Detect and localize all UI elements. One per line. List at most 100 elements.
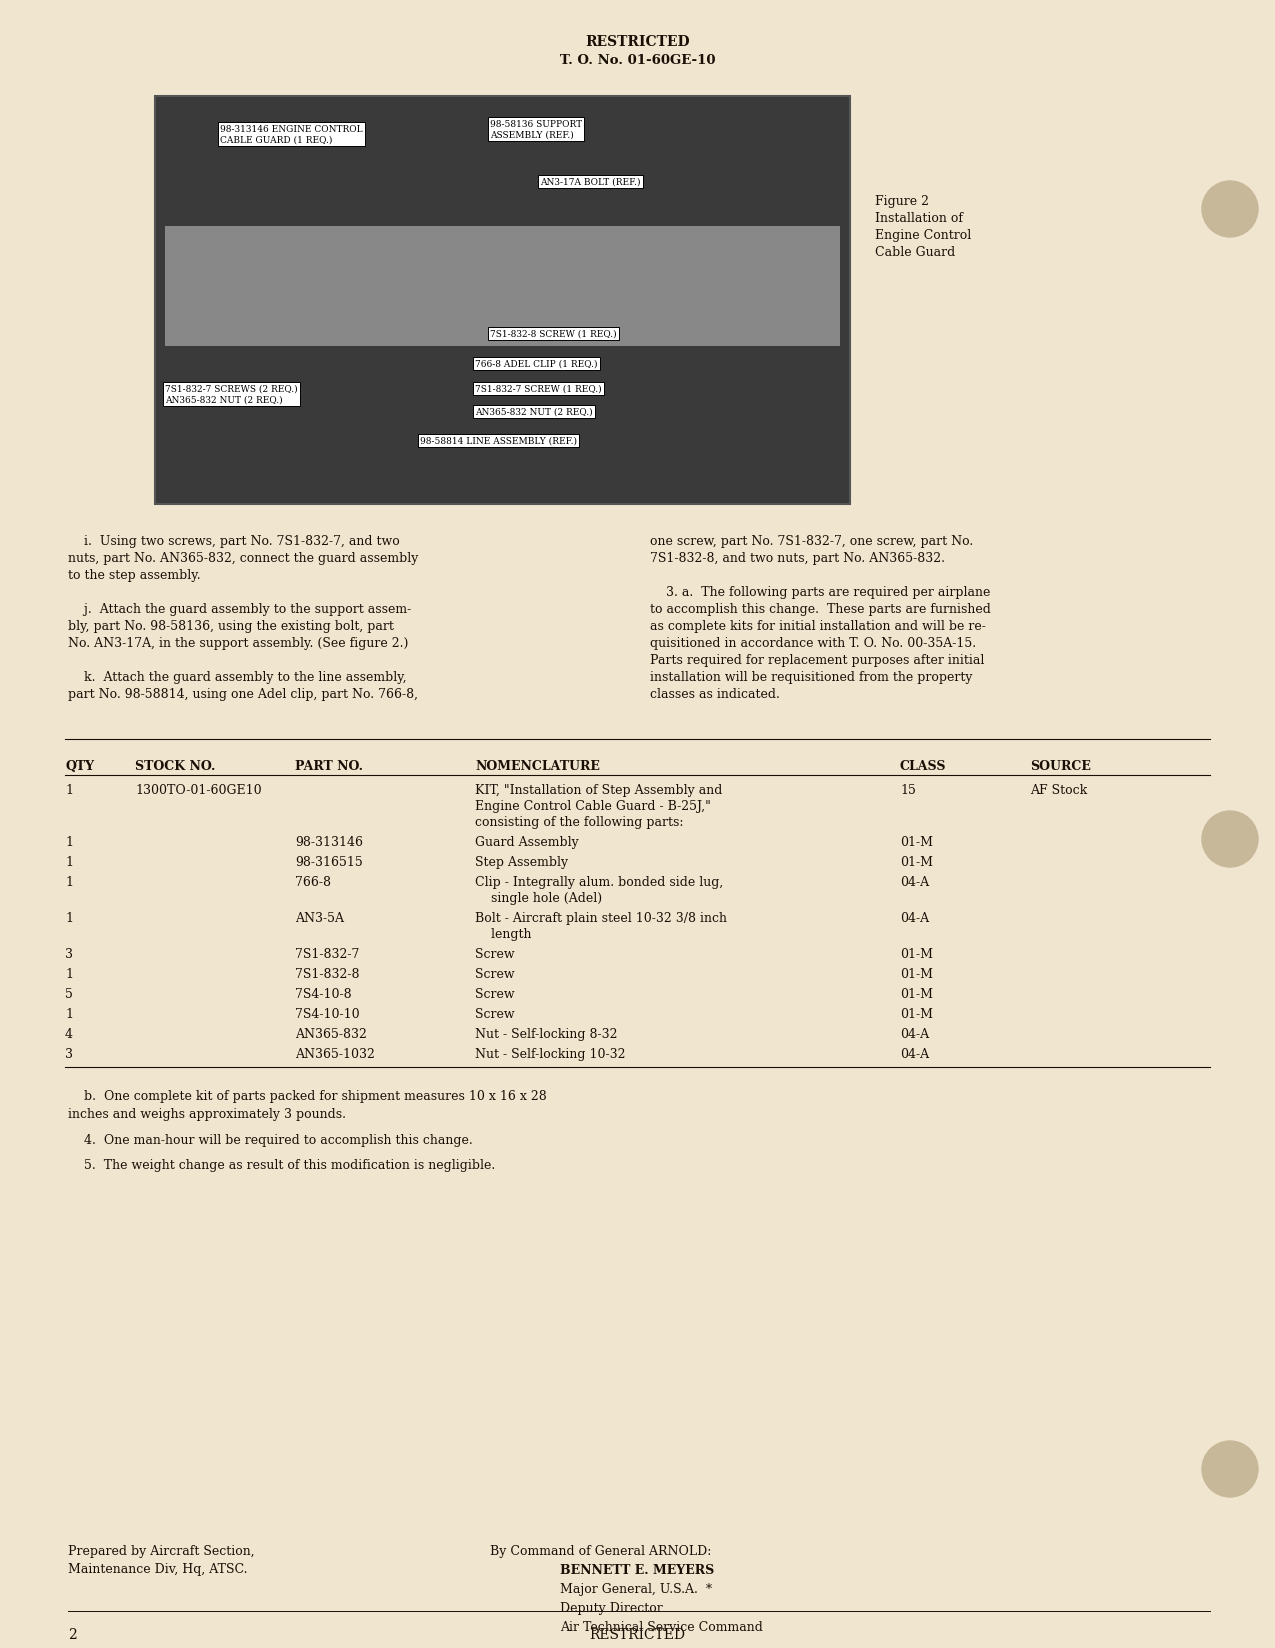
Text: 1300TO-01-60GE10: 1300TO-01-60GE10 <box>135 783 261 796</box>
Text: 7S1-832-8, and two nuts, part No. AN365-832.: 7S1-832-8, and two nuts, part No. AN365-… <box>650 552 945 565</box>
Text: 1: 1 <box>65 967 73 981</box>
Text: 1: 1 <box>65 875 73 888</box>
Text: 98-316515: 98-316515 <box>295 855 363 868</box>
Text: 7S1-832-8 SCREW (1 REQ.): 7S1-832-8 SCREW (1 REQ.) <box>490 330 617 339</box>
Text: Clip - Integrally alum. bonded side lug,: Clip - Integrally alum. bonded side lug, <box>476 875 723 888</box>
Circle shape <box>1202 1440 1258 1496</box>
Text: 766-8: 766-8 <box>295 875 332 888</box>
Text: Nut - Self-locking 10-32: Nut - Self-locking 10-32 <box>476 1048 626 1060</box>
Text: 1: 1 <box>65 783 73 796</box>
Text: 98-58814 LINE ASSEMBLY (REF.): 98-58814 LINE ASSEMBLY (REF.) <box>419 437 578 445</box>
Text: quisitioned in accordance with T. O. No. 00-35A-15.: quisitioned in accordance with T. O. No.… <box>650 636 977 649</box>
Text: 01-M: 01-M <box>900 948 933 961</box>
Text: 98-313146 ENGINE CONTROL
CABLE GUARD (1 REQ.): 98-313146 ENGINE CONTROL CABLE GUARD (1 … <box>221 125 362 145</box>
Text: Engine Control: Engine Control <box>875 229 972 242</box>
Text: AN365-1032: AN365-1032 <box>295 1048 375 1060</box>
Text: 1: 1 <box>65 836 73 849</box>
Text: RESTRICTED: RESTRICTED <box>589 1627 686 1641</box>
Text: inches and weighs approximately 3 pounds.: inches and weighs approximately 3 pounds… <box>68 1107 346 1121</box>
Text: Screw: Screw <box>476 967 515 981</box>
Text: CLASS: CLASS <box>900 760 946 773</box>
Text: AF Stock: AF Stock <box>1030 783 1088 796</box>
Text: AN3-5A: AN3-5A <box>295 911 344 925</box>
Text: 7S1-832-8: 7S1-832-8 <box>295 967 360 981</box>
Text: 04-A: 04-A <box>900 875 929 888</box>
Text: Installation of: Installation of <box>875 213 963 224</box>
Text: single hole (Adel): single hole (Adel) <box>476 892 602 905</box>
Text: 7S1-832-7: 7S1-832-7 <box>295 948 360 961</box>
Text: SOURCE: SOURCE <box>1030 760 1091 773</box>
Text: Screw: Screw <box>476 1007 515 1020</box>
Text: Major General, U.S.A.  *: Major General, U.S.A. * <box>560 1582 713 1595</box>
Text: 5.  The weight change as result of this modification is negligible.: 5. The weight change as result of this m… <box>68 1159 495 1172</box>
Text: 2: 2 <box>68 1627 76 1641</box>
Text: 7S1-832-7 SCREWS (2 REQ.)
AN365-832 NUT (2 REQ.): 7S1-832-7 SCREWS (2 REQ.) AN365-832 NUT … <box>164 384 297 404</box>
Text: 3: 3 <box>65 1048 73 1060</box>
Text: to the step assembly.: to the step assembly. <box>68 569 200 582</box>
Bar <box>156 97 850 504</box>
Text: Maintenance Div, Hq, ATSC.: Maintenance Div, Hq, ATSC. <box>68 1562 247 1575</box>
Text: AN365-832: AN365-832 <box>295 1027 367 1040</box>
Text: 5: 5 <box>65 987 73 1000</box>
Text: Air Technical Service Command: Air Technical Service Command <box>560 1620 762 1633</box>
Text: STOCK NO.: STOCK NO. <box>135 760 215 773</box>
Text: T. O. No. 01-60GE-10: T. O. No. 01-60GE-10 <box>560 53 715 66</box>
Text: 4.  One man-hour will be required to accomplish this change.: 4. One man-hour will be required to acco… <box>68 1134 473 1147</box>
Text: 1: 1 <box>65 855 73 868</box>
Text: 1: 1 <box>65 1007 73 1020</box>
Text: 04-A: 04-A <box>900 1027 929 1040</box>
Text: 04-A: 04-A <box>900 911 929 925</box>
Text: 01-M: 01-M <box>900 967 933 981</box>
Text: 4: 4 <box>65 1027 73 1040</box>
Text: i.  Using two screws, part No. 7S1-832-7, and two: i. Using two screws, part No. 7S1-832-7,… <box>68 534 400 547</box>
Text: NOMENCLATURE: NOMENCLATURE <box>476 760 599 773</box>
Text: part No. 98-58814, using one Adel clip, part No. 766-8,: part No. 98-58814, using one Adel clip, … <box>68 687 418 700</box>
Text: KIT, "Installation of Step Assembly and: KIT, "Installation of Step Assembly and <box>476 783 723 796</box>
Text: length: length <box>476 928 532 941</box>
Text: 01-M: 01-M <box>900 836 933 849</box>
Text: consisting of the following parts:: consisting of the following parts: <box>476 816 683 829</box>
Text: PART NO.: PART NO. <box>295 760 363 773</box>
Text: 3: 3 <box>65 948 73 961</box>
Text: Screw: Screw <box>476 987 515 1000</box>
Text: bly, part No. 98-58136, using the existing bolt, part: bly, part No. 98-58136, using the existi… <box>68 620 394 633</box>
Text: By Command of General ARNOLD:: By Command of General ARNOLD: <box>490 1544 711 1557</box>
Text: classes as indicated.: classes as indicated. <box>650 687 780 700</box>
Text: b.  One complete kit of parts packed for shipment measures 10 x 16 x 28: b. One complete kit of parts packed for … <box>68 1089 547 1103</box>
Text: 01-M: 01-M <box>900 987 933 1000</box>
Text: BENNETT E. MEYERS: BENNETT E. MEYERS <box>560 1562 714 1575</box>
Text: 7S4-10-8: 7S4-10-8 <box>295 987 352 1000</box>
Text: AN365-832 NUT (2 REQ.): AN365-832 NUT (2 REQ.) <box>476 407 593 417</box>
Text: QTY: QTY <box>65 760 94 773</box>
Circle shape <box>1202 181 1258 237</box>
Text: 01-M: 01-M <box>900 855 933 868</box>
Text: Guard Assembly: Guard Assembly <box>476 836 579 849</box>
Text: AN3-17A BOLT (REF.): AN3-17A BOLT (REF.) <box>541 178 640 186</box>
Text: 766-8 ADEL CLIP (1 REQ.): 766-8 ADEL CLIP (1 REQ.) <box>476 359 598 369</box>
Text: Prepared by Aircraft Section,: Prepared by Aircraft Section, <box>68 1544 255 1557</box>
Text: 04-A: 04-A <box>900 1048 929 1060</box>
Text: one screw, part No. 7S1-832-7, one screw, part No.: one screw, part No. 7S1-832-7, one screw… <box>650 534 973 547</box>
Circle shape <box>1202 811 1258 867</box>
Text: installation will be requisitioned from the property: installation will be requisitioned from … <box>650 671 973 684</box>
Bar <box>164 227 840 346</box>
Text: No. AN3-17A, in the support assembly. (See figure 2.): No. AN3-17A, in the support assembly. (S… <box>68 636 408 649</box>
Text: Bolt - Aircraft plain steel 10-32 3/8 inch: Bolt - Aircraft plain steel 10-32 3/8 in… <box>476 911 727 925</box>
Text: Screw: Screw <box>476 948 515 961</box>
Text: Figure 2: Figure 2 <box>875 194 929 208</box>
Text: to accomplish this change.  These parts are furnished: to accomplish this change. These parts a… <box>650 603 991 616</box>
Text: as complete kits for initial installation and will be re-: as complete kits for initial installatio… <box>650 620 986 633</box>
Text: k.  Attach the guard assembly to the line assembly,: k. Attach the guard assembly to the line… <box>68 671 407 684</box>
Text: 15: 15 <box>900 783 915 796</box>
Text: Cable Guard: Cable Guard <box>875 246 955 259</box>
Text: Engine Control Cable Guard - B-25J,": Engine Control Cable Guard - B-25J," <box>476 799 711 812</box>
Text: Nut - Self-locking 8-32: Nut - Self-locking 8-32 <box>476 1027 617 1040</box>
Text: 7S4-10-10: 7S4-10-10 <box>295 1007 360 1020</box>
Text: RESTRICTED: RESTRICTED <box>585 35 690 49</box>
Text: 3. a.  The following parts are required per airplane: 3. a. The following parts are required p… <box>650 585 991 598</box>
Text: 98-313146: 98-313146 <box>295 836 363 849</box>
Text: 01-M: 01-M <box>900 1007 933 1020</box>
Text: 98-58136 SUPPORT
ASSEMBLY (REF.): 98-58136 SUPPORT ASSEMBLY (REF.) <box>490 120 583 140</box>
Text: 7S1-832-7 SCREW (1 REQ.): 7S1-832-7 SCREW (1 REQ.) <box>476 384 602 394</box>
Text: 1: 1 <box>65 911 73 925</box>
